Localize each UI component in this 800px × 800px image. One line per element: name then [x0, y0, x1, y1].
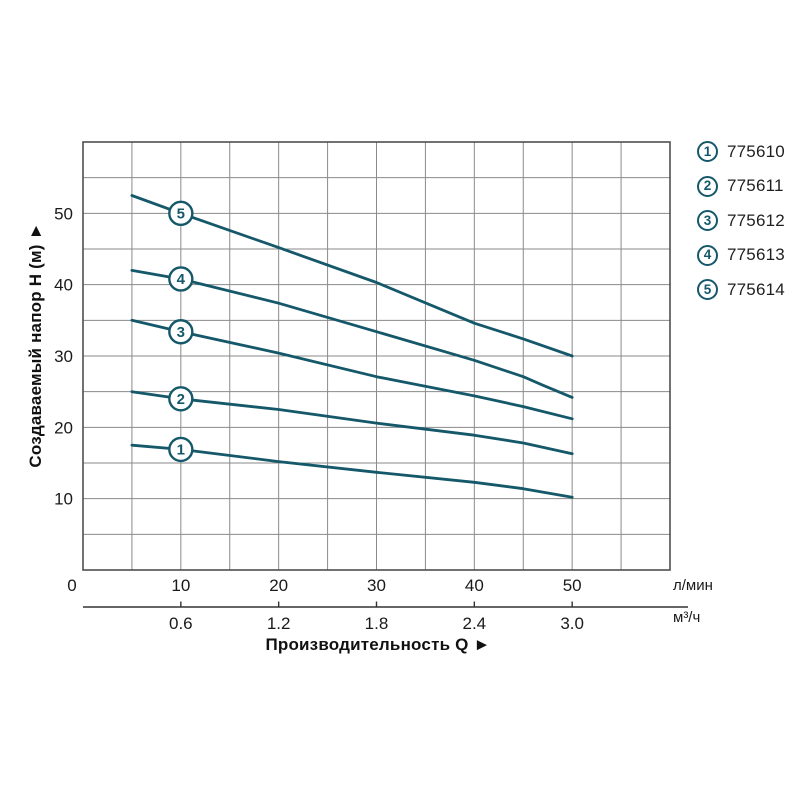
curve-marker-number-2: 2 — [177, 391, 185, 408]
curve-marker-number-3: 3 — [177, 324, 185, 341]
legend-item-775610: 1 775610 — [697, 141, 785, 162]
y-tick-label: 30 — [54, 347, 73, 366]
y-axis-title: Создаваемый напор H (м) ► — [26, 222, 45, 468]
legend-item-775612: 3 775612 — [697, 210, 785, 231]
series-1-badge: 1 — [697, 141, 718, 162]
curve-marker-5 — [168, 200, 194, 227]
curve-775614 — [130, 194, 574, 358]
secondary-x-tick-label: 2.4 — [463, 614, 487, 633]
secondary-x-tick-label: 0.6 — [169, 614, 193, 633]
legend-item-775614: 5 775614 — [697, 279, 785, 300]
curve-marker-1 — [168, 436, 194, 463]
x-tick-label: 50 — [563, 576, 582, 595]
series-4-badge: 4 — [697, 244, 718, 266]
secondary-x-tick-label: 1.2 — [267, 614, 291, 633]
series-3-code: 775612 — [727, 210, 785, 230]
x-axis-unit-lmin: л/мин — [673, 577, 713, 594]
curve-marker-3 — [168, 319, 194, 345]
curve-marker-2 — [168, 386, 194, 412]
secondary-x-tick-label: 1.8 — [365, 614, 389, 633]
x-tick-label: 20 — [269, 576, 288, 595]
x-axis-unit-m3h: м³/ч — [673, 609, 701, 626]
curve-marker-number-1: 1 — [177, 442, 185, 459]
y-tick-label: 40 — [54, 276, 73, 295]
x-tick-label: 10 — [171, 576, 190, 595]
legend-item-775611: 2 775611 — [697, 175, 785, 197]
x-tick-label: 30 — [367, 576, 386, 595]
curve-775613 — [130, 268, 574, 399]
curve-775610 — [130, 443, 574, 499]
curve-775611 — [130, 390, 574, 456]
y-tick-label: 20 — [54, 418, 73, 437]
series-2-code: 775611 — [727, 176, 784, 195]
y-tick-label: 10 — [54, 490, 73, 509]
curve-marker-number-5: 5 — [177, 206, 185, 223]
curve-marker-4 — [168, 266, 194, 292]
legend: 1 775610 2 775611 3 775612 4 775613 5 77… — [697, 141, 785, 314]
series-3-badge: 3 — [697, 210, 718, 231]
x-tick-label: 40 — [465, 576, 484, 595]
plot-border — [82, 141, 671, 571]
series-5-code: 775614 — [727, 279, 785, 299]
series-4-code: 775613 — [727, 245, 785, 264]
secondary-x-tick-label: 3.0 — [560, 614, 584, 633]
x-tick-label: 0 — [67, 576, 76, 595]
series-5-badge: 5 — [697, 279, 718, 300]
x-axis-title: Производительность Q ► — [265, 635, 491, 654]
series-2-badge: 2 — [697, 175, 718, 197]
y-tick-label: 50 — [54, 204, 73, 223]
legend-item-775613: 4 775613 — [697, 244, 785, 266]
series-1-code: 775610 — [727, 141, 785, 161]
curve-marker-number-4: 4 — [177, 271, 186, 288]
